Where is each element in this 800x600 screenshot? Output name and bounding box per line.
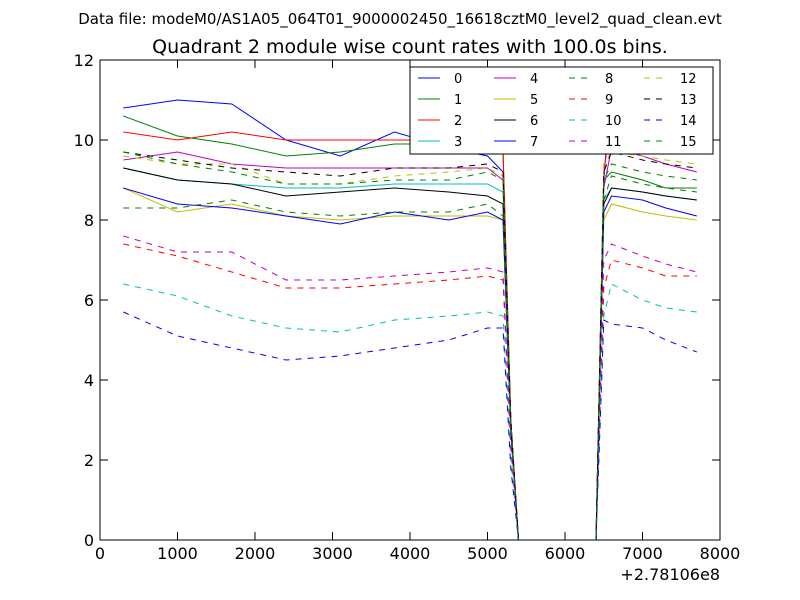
series-line-11 xyxy=(123,235,697,541)
x-tick-label: 2000 xyxy=(235,544,276,563)
legend-label-7: 7 xyxy=(530,135,538,150)
legend-label-8: 8 xyxy=(605,72,613,87)
series-line-7 xyxy=(123,187,697,541)
x-tick-label: 7000 xyxy=(622,544,663,563)
legend-label-10: 10 xyxy=(605,114,622,129)
y-tick-label: 8 xyxy=(84,211,94,230)
figure-suptitle: Data file: modeM0/AS1A05_064T01_90000024… xyxy=(78,10,722,29)
legend-label-15: 15 xyxy=(680,135,697,150)
legend-label-11: 11 xyxy=(605,135,622,150)
legend-label-4: 4 xyxy=(530,72,538,87)
legend-label-5: 5 xyxy=(530,93,538,108)
x-tick-label: 8000 xyxy=(700,544,741,563)
y-tick-label: 2 xyxy=(84,451,94,470)
x-tick-label: 4000 xyxy=(390,544,431,563)
series-line-15 xyxy=(123,151,697,541)
legend-label-0: 0 xyxy=(454,72,462,87)
legend-label-9: 9 xyxy=(605,93,613,108)
x-tick-label: 3000 xyxy=(312,544,353,563)
legend-label-3: 3 xyxy=(454,135,462,150)
y-tick-label: 6 xyxy=(84,291,94,310)
legend-label-2: 2 xyxy=(454,114,462,129)
chart-title: Quadrant 2 module wise count rates with … xyxy=(152,36,668,58)
series-line-6 xyxy=(123,167,697,541)
legend-label-1: 1 xyxy=(454,93,462,108)
series-line-10 xyxy=(123,283,697,541)
ticks-layer: 0 1000 2000 3000 4000 5000 6000 7000 80000246810… xyxy=(74,51,741,563)
y-tick-label: 4 xyxy=(84,371,94,390)
legend-label-6: 6 xyxy=(530,114,538,129)
x-offset-label: +2.78106e8 xyxy=(620,565,720,584)
legend-label-12: 12 xyxy=(680,72,697,87)
x-tick-label: 6000 xyxy=(545,544,586,563)
series-line-8 xyxy=(123,175,697,541)
legend-label-13: 13 xyxy=(680,93,697,108)
series-line-13 xyxy=(123,151,697,541)
legend-label-14: 14 xyxy=(680,114,697,129)
y-tick-label: 10 xyxy=(74,131,94,150)
x-tick-label: 0 xyxy=(95,544,105,563)
y-tick-label: 0 xyxy=(84,531,94,550)
x-tick-label: 5000 xyxy=(467,544,508,563)
y-tick-label: 12 xyxy=(74,51,94,70)
x-tick-label: 1000 xyxy=(157,544,198,563)
legend-box xyxy=(409,66,714,155)
